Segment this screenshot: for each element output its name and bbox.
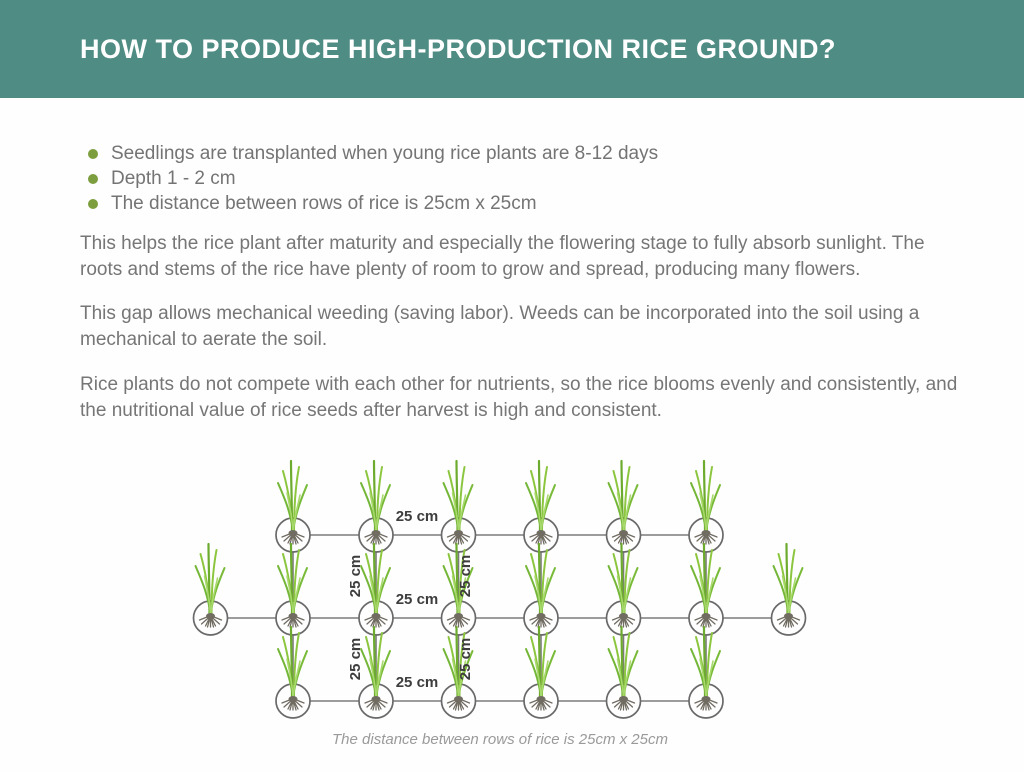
spacing-label-vertical: 25 cm <box>457 555 474 598</box>
rice-plant-icon <box>772 542 804 629</box>
rice-plant-icon <box>442 459 474 546</box>
rice-plant-icon <box>689 459 722 546</box>
list-item: The distance between rows of rice is 25c… <box>80 191 960 216</box>
bullet-list: Seedlings are transplanted when young ri… <box>80 141 960 216</box>
rice-plant-icon <box>276 459 309 546</box>
spacing-label-vertical: 25 cm <box>347 555 364 598</box>
spacing-label-horizontal: 25 cm <box>396 591 439 608</box>
rice-plant-icon <box>359 459 392 546</box>
rice-plant-icon <box>524 459 557 546</box>
rice-plant-icon <box>607 459 639 546</box>
bullet-text: Seedlings are transplanted when young ri… <box>111 143 659 164</box>
grid-lines <box>227 534 772 702</box>
planting-grid-diagram: 25 cm 25 cm 25 cm 25 cm 25 cm 25 cm 25 c… <box>170 450 850 740</box>
paragraph: This helps the rice plant after maturity… <box>80 233 925 280</box>
paragraph: This gap allows mechanical weeding (savi… <box>80 303 920 350</box>
bullet-dot-icon <box>88 199 98 209</box>
list-item: Depth 1 - 2 cm <box>80 166 960 191</box>
bullet-text: The distance between rows of rice is 25c… <box>111 193 537 214</box>
spacing-labels: 25 cm 25 cm 25 cm 25 cm 25 cm 25 cm 25 c… <box>347 508 474 691</box>
page-title: HOW TO PRODUCE HIGH-PRODUCTION RICE GROU… <box>80 33 836 64</box>
header-bar: HOW TO PRODUCE HIGH-PRODUCTION RICE GROU… <box>0 0 1024 98</box>
bullet-text: Depth 1 - 2 cm <box>111 168 236 189</box>
spacing-label-vertical: 25 cm <box>457 638 474 681</box>
spacing-label-horizontal: 25 cm <box>396 674 439 691</box>
paragraph: Rice plants do not compete with each oth… <box>80 374 958 421</box>
planting-grid-svg: 25 cm 25 cm 25 cm 25 cm 25 cm 25 cm 25 c… <box>192 459 807 719</box>
spacing-label-vertical: 25 cm <box>347 638 364 681</box>
bullet-dot-icon <box>88 149 98 159</box>
diagram-caption: The distance between rows of rice is 25c… <box>332 731 668 748</box>
spacing-label-horizontal: 25 cm <box>396 508 439 525</box>
planting-spot-circles <box>192 517 807 719</box>
list-item: Seedlings are transplanted when young ri… <box>80 141 960 166</box>
bullet-dot-icon <box>88 174 98 184</box>
rice-plants <box>194 459 804 712</box>
rice-plant-icon <box>194 542 226 629</box>
